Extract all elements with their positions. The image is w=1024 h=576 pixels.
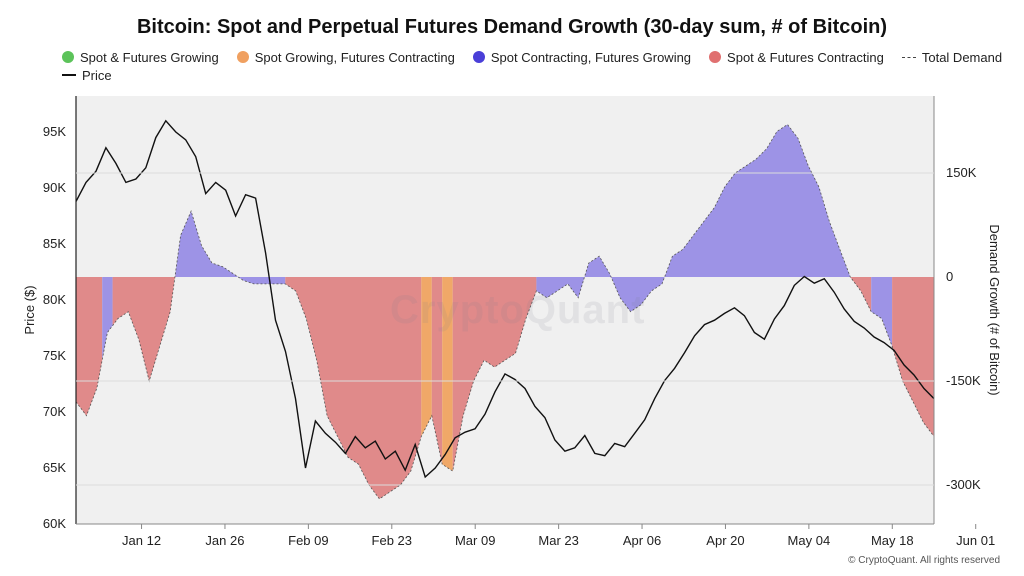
- legend-label: Spot & Futures Contracting: [727, 49, 884, 65]
- legend-item-spot-futures-contracting[interactable]: Spot & Futures Contracting: [709, 50, 884, 65]
- x-tick-label: Jan 12: [122, 533, 161, 548]
- legend-item-spot-growing-futures-contracting[interactable]: Spot Growing, Futures Contracting: [236, 49, 455, 65]
- regime-area-10: [850, 277, 872, 312]
- regime-area-4: [285, 277, 422, 499]
- legend-label: Total Demand: [921, 49, 1003, 65]
- legend-label: Spot & Futures Growing: [80, 49, 219, 65]
- left-axis-title: Price ($): [22, 285, 37, 334]
- regime-area-8: [452, 277, 537, 472]
- legend-swatch: [62, 51, 74, 63]
- legend-item-total-demand[interactable]: Total Demand: [901, 49, 1003, 65]
- legend-swatch: [901, 56, 916, 58]
- x-tick-label: Jun 01: [956, 533, 995, 548]
- chart-title: Bitcoin: Spot and Perpetual Futures Dema…: [136, 16, 888, 38]
- left-tick-label: 85K: [43, 236, 66, 251]
- x-tick-label: Apr 20: [706, 533, 744, 548]
- right-tick-label: -150K: [946, 373, 981, 388]
- regime-area-6: [431, 277, 443, 465]
- legend-swatch: [62, 74, 76, 76]
- legend-swatch: [709, 51, 722, 63]
- chart-lines: [75, 119, 935, 500]
- left-tick-label: 95K: [43, 124, 66, 139]
- left-tick-label: 70K: [43, 404, 66, 419]
- regime-area-12: [892, 277, 934, 437]
- price-line: [75, 119, 935, 479]
- left-tick-label: 60K: [43, 516, 66, 531]
- x-tick-label: Mar 09: [455, 533, 495, 548]
- legend-item-price[interactable]: Price: [62, 68, 112, 83]
- regime-area-5: [421, 277, 432, 437]
- axis-ticks: 60K 65K 70K 75K 80K 85K 90K 95K 150K 0 -150K -300K J…: [43, 124, 995, 548]
- right-tick-label: 150K: [946, 165, 977, 180]
- left-tick-label: 65K: [43, 460, 66, 475]
- left-tick-label: 90K: [43, 180, 66, 195]
- legend-item-spot-futures-growing[interactable]: Spot & Futures Growing: [62, 50, 219, 65]
- legend-row-1: Spot & Futures Growing Spot Growing, Fut…: [62, 48, 1012, 66]
- total-demand-line: [75, 123, 935, 500]
- regime-area-3: [175, 211, 286, 284]
- regime-area-2: [112, 273, 176, 381]
- x-tick-label: Jan 26: [205, 533, 244, 548]
- legend-label: Price: [82, 67, 112, 83]
- legend-row-2: Price: [62, 66, 1012, 84]
- x-tick-label: Mar 23: [538, 533, 578, 548]
- x-tick-label: May 04: [788, 533, 831, 548]
- left-tick-label: 80K: [43, 292, 66, 307]
- copyright-note: © CryptoQuant. All rights reserved: [848, 555, 1000, 566]
- chart-legend: Spot & Futures Growing Spot Growing, Fut…: [62, 48, 1012, 84]
- legend-swatch: [236, 51, 249, 63]
- right-axis-title: Demand Growth (# of Bitcoin): [987, 224, 1002, 395]
- regime-area-11: [871, 277, 893, 347]
- legend-swatch: [472, 51, 485, 63]
- x-tick-label: Feb 09: [288, 533, 328, 548]
- x-tick-label: May 18: [871, 533, 914, 548]
- x-tick-label: Feb 23: [372, 533, 412, 548]
- x-tick-label: Apr 06: [623, 533, 661, 548]
- regime-area-1: [102, 277, 113, 361]
- demand-areas: [76, 124, 934, 499]
- right-tick-label: 0: [946, 269, 953, 284]
- regime-area-9: [536, 124, 851, 312]
- regime-area-7: [442, 277, 453, 472]
- legend-label: Spot Contracting, Futures Growing: [490, 49, 692, 65]
- right-tick-label: -300K: [946, 477, 981, 492]
- left-tick-label: 75K: [43, 348, 66, 363]
- legend-item-spot-contracting-futures-growing[interactable]: Spot Contracting, Futures Growing: [472, 49, 692, 65]
- legend-label: Spot Growing, Futures Contracting: [254, 49, 455, 65]
- watermark-logo: CryptoQuant: [390, 288, 646, 332]
